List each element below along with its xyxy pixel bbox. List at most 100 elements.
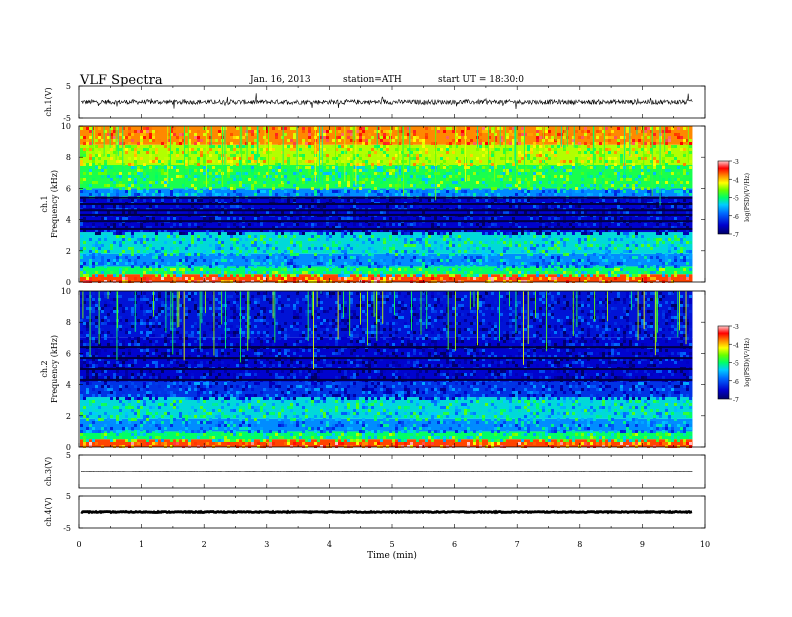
spectrogram-cell xyxy=(416,238,419,241)
spectrogram-cell xyxy=(635,142,638,145)
spectrogram-cell xyxy=(554,238,557,241)
spectrogram-cell xyxy=(674,271,677,274)
spectrogram-cell xyxy=(254,298,257,301)
spectrogram-cell xyxy=(443,247,446,250)
sferic-streak xyxy=(116,126,117,160)
spectrogram-cell xyxy=(122,241,125,244)
spectrogram-cell xyxy=(365,163,368,166)
spectrogram-cell xyxy=(326,166,329,169)
spectrogram-cell xyxy=(479,262,482,265)
spectrogram-cell xyxy=(230,211,233,214)
spectrogram-cell xyxy=(497,232,500,235)
spectrogram-cell xyxy=(305,193,308,196)
spectrogram-cell xyxy=(185,193,188,196)
spectrogram-cell xyxy=(239,217,242,220)
spectrogram-cell xyxy=(392,199,395,202)
spectrogram-cell xyxy=(386,265,389,268)
spectrogram-cell xyxy=(632,193,635,196)
spectrogram-cell xyxy=(113,127,116,130)
spectrogram-cell xyxy=(392,247,395,250)
spectrogram-cell xyxy=(233,184,236,187)
spectrogram-cell xyxy=(236,157,239,160)
spectrogram-cell xyxy=(362,280,365,283)
spectrogram-cell xyxy=(305,166,308,169)
spectrogram-cell xyxy=(119,223,122,226)
spectrogram-cell xyxy=(521,280,524,283)
spectrogram-cell xyxy=(188,292,191,295)
spectrogram-cell xyxy=(623,259,626,262)
spectrogram-cell xyxy=(359,181,362,184)
spectrogram-cell xyxy=(524,295,527,298)
spectrogram-cell xyxy=(461,280,464,283)
spectrogram-cell xyxy=(410,142,413,145)
spectrogram-cell xyxy=(191,271,194,274)
spectrogram-cell xyxy=(509,178,512,181)
spectrogram-cell xyxy=(80,160,83,163)
spectrogram-cell xyxy=(494,199,497,202)
spectrogram-cell xyxy=(461,265,464,268)
spectrogram-cell xyxy=(200,262,203,265)
spectrogram-cell xyxy=(194,292,197,295)
spectrogram-cell xyxy=(464,256,467,259)
spectrogram-cell xyxy=(293,256,296,259)
spectrogram-cell xyxy=(266,241,269,244)
spectrogram-cell xyxy=(305,295,308,298)
spectrogram-cell xyxy=(308,172,311,175)
spectrogram-cell xyxy=(89,172,92,175)
spectrogram-cell xyxy=(611,157,614,160)
spectrogram-cell xyxy=(431,166,434,169)
spectrogram-cell xyxy=(578,145,581,148)
spectrogram-cell xyxy=(116,184,119,187)
spectrogram-cell xyxy=(671,172,674,175)
spectrogram-cell xyxy=(326,148,329,151)
spectrogram-cell xyxy=(638,262,641,265)
spectrogram-cell xyxy=(413,154,416,157)
spectrogram-cell xyxy=(218,292,221,295)
spectrogram-cell xyxy=(209,268,212,271)
spectrogram-cell xyxy=(137,169,140,172)
spectrogram-cell xyxy=(446,163,449,166)
spectrogram-cell xyxy=(152,247,155,250)
spectrogram-cell xyxy=(269,166,272,169)
spectrogram-cell xyxy=(251,274,254,277)
spectrogram-cell xyxy=(476,223,479,226)
spectrogram-cell xyxy=(146,238,149,241)
spectrogram-cell xyxy=(665,181,668,184)
spectrogram-cell xyxy=(620,136,623,139)
spectrogram-cell xyxy=(374,268,377,271)
spectrogram-cell xyxy=(329,169,332,172)
spectrogram-cell xyxy=(413,175,416,178)
spectrogram-cell xyxy=(659,259,662,262)
spectrogram-cell xyxy=(467,139,470,142)
spectrogram-cell xyxy=(203,181,206,184)
spectrogram-cell xyxy=(329,211,332,214)
spectrogram-cell xyxy=(362,241,365,244)
spectrogram-cell xyxy=(137,295,140,298)
spectrogram-cell xyxy=(263,274,266,277)
spectrogram-cell xyxy=(83,199,86,202)
spectrogram-cell xyxy=(164,145,167,148)
spectrogram-cell xyxy=(281,262,284,265)
spectrogram-cell xyxy=(104,217,107,220)
spectrogram-cell xyxy=(149,127,152,130)
spectrogram-cell xyxy=(596,262,599,265)
spectrogram-cell xyxy=(200,253,203,256)
spectrogram-cell xyxy=(296,280,299,283)
spectrogram-cell xyxy=(587,175,590,178)
spectrogram-cell xyxy=(224,265,227,268)
spectrogram-cell xyxy=(467,127,470,130)
spectrogram-cell xyxy=(347,184,350,187)
spectrogram-cell xyxy=(326,157,329,160)
spectrogram-cell xyxy=(347,172,350,175)
spectrogram-cell xyxy=(164,178,167,181)
spectrogram-cell xyxy=(350,148,353,151)
spectrogram-cell xyxy=(95,139,98,142)
spectrogram-cell xyxy=(155,172,158,175)
spectrogram-cell xyxy=(563,238,566,241)
spectrogram-cell xyxy=(125,187,128,190)
spectrogram-cell xyxy=(545,163,548,166)
spectrogram-cell xyxy=(404,295,407,298)
spectrogram-cell xyxy=(599,142,602,145)
spectrogram-cell xyxy=(416,169,419,172)
spectrogram-cell xyxy=(377,295,380,298)
